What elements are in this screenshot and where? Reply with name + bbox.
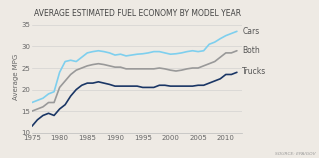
Text: Trucks: Trucks	[242, 67, 267, 76]
Y-axis label: Average MPG: Average MPG	[13, 54, 19, 100]
Text: Cars: Cars	[242, 27, 260, 36]
Text: Both: Both	[242, 46, 260, 55]
Text: SOURCE: EPA/GOV: SOURCE: EPA/GOV	[275, 152, 316, 156]
Title: AVERAGE ESTIMATED FUEL ECONOMY BY MODEL YEAR: AVERAGE ESTIMATED FUEL ECONOMY BY MODEL …	[33, 9, 241, 18]
